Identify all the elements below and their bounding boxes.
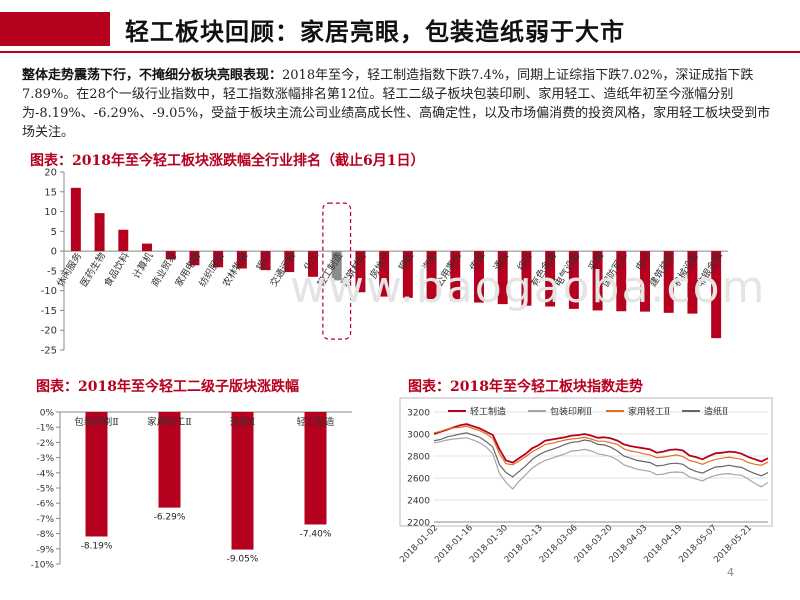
y-tick-label: -5 [47, 266, 57, 277]
bar [231, 412, 254, 550]
y-tick-label: 3000 [407, 431, 430, 441]
y-tick-label: -10% [31, 561, 55, 571]
legend-label: 包装印刷Ⅱ [550, 406, 592, 418]
y-tick-label: 2800 [407, 453, 430, 463]
summary-lead: 整体走势震荡下行，不掩细分板块亮眼表现： [22, 68, 283, 83]
y-tick-label: 2600 [407, 475, 430, 485]
y-tick-label: 0% [40, 409, 55, 419]
data-label: -9.05% [227, 555, 259, 565]
category-label: 轻工制造 [296, 416, 335, 428]
y-tick-label: -15 [41, 306, 57, 317]
bar [331, 251, 342, 281]
bar [402, 251, 413, 298]
y-tick-label: 10 [44, 207, 57, 218]
series-line [433, 432, 769, 478]
y-tick-label: 0 [51, 247, 57, 258]
highlight-box [322, 202, 352, 340]
bar [85, 412, 108, 537]
bar [118, 229, 129, 252]
watermark-text: www.baogaoba.com [290, 262, 767, 313]
y-tick-label: 20 [44, 168, 57, 179]
bar [189, 251, 200, 266]
y-tick-label: -3% [36, 454, 54, 464]
y-tick-label: -5% [36, 485, 54, 495]
y-tick-label: 2200 [407, 519, 430, 529]
bar [236, 251, 247, 269]
chart1-title: 图表：2018年至今轻工板块涨跌幅全行业排名（截止6月1日） [30, 153, 425, 169]
bar [308, 251, 318, 277]
data-label: -8.19% [81, 541, 113, 551]
bar [545, 251, 556, 307]
data-label: -7.40% [300, 529, 332, 539]
y-tick-label: 3200 [407, 409, 430, 419]
bar [94, 213, 105, 252]
y-tick-label: -1% [36, 424, 54, 434]
bar [426, 251, 437, 299]
series-line [433, 423, 769, 464]
series-line [433, 425, 769, 466]
legend-label: 家用轻工Ⅱ [628, 406, 670, 418]
title-bar: 轻工板块回顾：家居亮眼，包装造纸弱于大市 [0, 0, 800, 58]
chart3-title: 图表：2018年至今轻工板块指数走势 [408, 379, 643, 395]
category-label: 家用轻工Ⅱ [147, 416, 191, 428]
bar [663, 251, 674, 313]
y-tick-label: -2% [36, 439, 54, 449]
y-tick-label: -10 [41, 286, 57, 297]
bar [687, 251, 698, 314]
bar [304, 412, 327, 525]
bar [70, 187, 81, 252]
bar [450, 251, 461, 301]
bar [711, 251, 722, 339]
bar [355, 251, 366, 293]
y-tick-label: 5 [51, 227, 57, 238]
summary-paragraph: 整体走势震荡下行，不掩细分板块亮眼表现：2018年至今，轻工制造指数下跌7.4%… [22, 66, 782, 142]
title-accent-block [0, 12, 110, 46]
bar [165, 251, 176, 260]
title-divider [0, 51, 800, 53]
bar [213, 251, 224, 268]
y-tick-label: 2400 [407, 497, 430, 507]
summary-text: 2018年至今，轻工制造指数下跌7.4%，同期上证综指下跌7.02%，深证成指下… [22, 68, 771, 140]
y-tick-label: -25 [41, 346, 57, 357]
y-tick-label: -20 [41, 326, 57, 337]
bar [568, 251, 579, 309]
bar [616, 251, 627, 312]
chart2-title: 图表：2018年至今轻工二级子版块涨跌幅 [36, 379, 299, 395]
bar [379, 251, 390, 297]
bar [521, 251, 532, 306]
y-tick-label: -6% [36, 500, 54, 510]
legend-label: 轻工制造 [470, 406, 506, 418]
y-tick-label: -8% [36, 530, 54, 540]
y-tick-label: -4% [36, 469, 54, 479]
bar [260, 251, 271, 271]
data-label: -6.29% [154, 513, 186, 523]
bar [284, 251, 295, 273]
series-line [433, 437, 769, 490]
y-tick-label: -9% [36, 545, 54, 555]
category-label: 包装印刷Ⅱ [74, 416, 118, 428]
category-label: 银行 [254, 250, 275, 273]
y-tick-label: 15 [44, 187, 57, 198]
category-label: 造纸Ⅱ [230, 416, 255, 428]
page-number: 4 [727, 566, 734, 579]
chart-frame [399, 397, 773, 527]
category-label: 计算机 [130, 250, 156, 281]
index-trend-chart: 3200300028002600240022002018-01-022018-0… [398, 397, 773, 565]
y-tick-label: -7% [36, 515, 54, 525]
legend-label: 造纸Ⅱ [704, 406, 728, 418]
bar [142, 243, 152, 252]
bar [592, 251, 603, 311]
bar [640, 251, 650, 312]
bar [474, 251, 484, 303]
bar [497, 251, 508, 305]
page-title: 轻工板块回顾：家居亮眼，包装造纸弱于大市 [125, 17, 625, 46]
bar [158, 412, 181, 508]
sub-sector-change-chart: 0% -1% -2% -3% -4% -5% -6% -7% -8% -9% -10% 包装印刷Ⅱ -8… [31, 409, 352, 571]
